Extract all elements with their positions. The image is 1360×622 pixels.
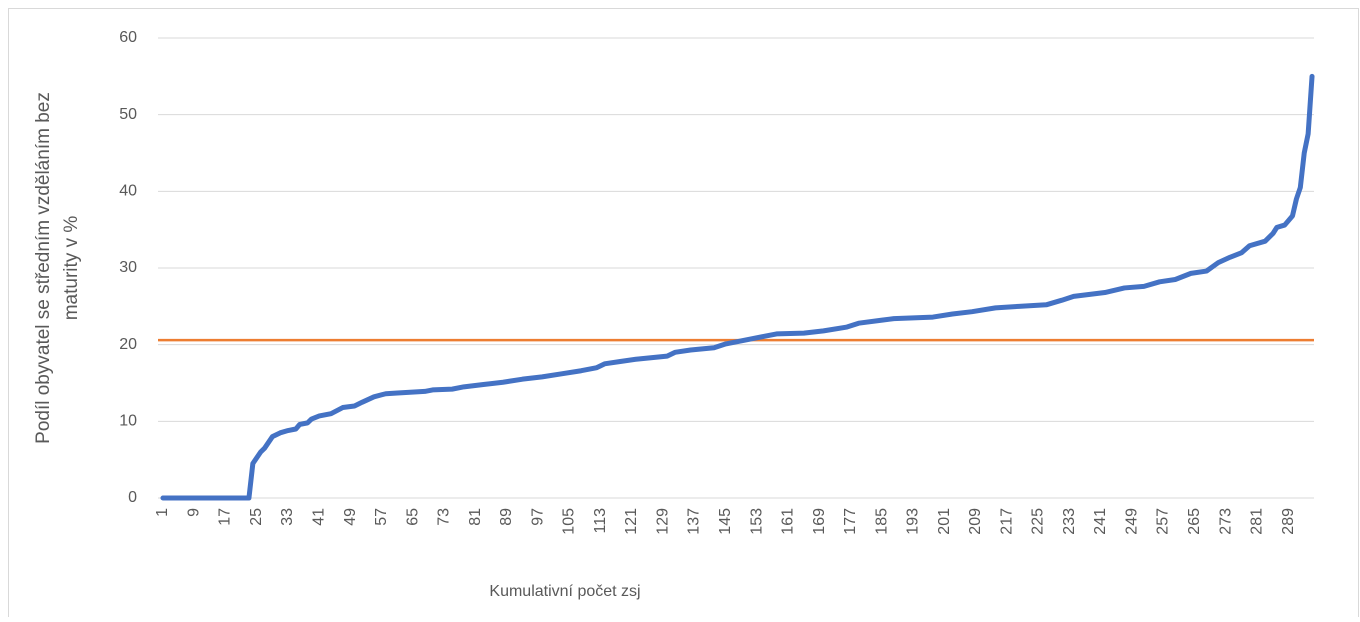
y-tick-label: 60 (119, 29, 137, 46)
x-tick-label: 49 (342, 508, 359, 526)
x-tick-label: 217 (998, 508, 1015, 535)
x-tick-label: 57 (373, 508, 390, 526)
x-tick-label: 209 (967, 508, 984, 535)
y-tick-label: 0 (128, 489, 137, 506)
x-tick-label: 97 (529, 508, 546, 526)
y-tick-label: 10 (119, 413, 137, 430)
x-tick-label: 1 (154, 508, 171, 517)
x-tick-label: 9 (185, 508, 202, 517)
x-tick-label: 281 (1249, 508, 1266, 535)
x-tick-label: 129 (654, 508, 671, 535)
x-tick-label: 249 (1123, 508, 1140, 535)
x-tick-label: 33 (279, 508, 296, 526)
x-tick-label: 265 (1186, 508, 1203, 535)
y-tick-label: 20 (119, 336, 137, 353)
x-tick-label: 193 (905, 508, 922, 535)
x-tick-label: 177 (842, 508, 859, 535)
x-tick-label: 113 (592, 508, 609, 534)
y-tick-label: 30 (119, 259, 137, 276)
x-tick-label: 241 (1092, 508, 1109, 535)
chart-border (8, 8, 1359, 622)
x-tick-label: 169 (811, 508, 828, 535)
x-tick-label: 273 (1217, 508, 1234, 535)
x-tick-label: 25 (248, 508, 265, 526)
y-tick-label: 50 (119, 106, 137, 123)
x-tick-label: 81 (467, 508, 484, 526)
x-tick-label: 121 (623, 508, 640, 535)
x-tick-label: 41 (311, 508, 328, 526)
x-tick-label: 89 (498, 508, 515, 526)
x-tick-label: 257 (1155, 508, 1172, 535)
x-tick-label: 289 (1280, 508, 1297, 535)
data-line (160, 73, 1315, 501)
y-axis-title: maturity v % (61, 216, 82, 321)
x-tick-label: 161 (780, 508, 797, 535)
x-tick-label: 65 (404, 508, 421, 526)
x-tick-label: 153 (748, 508, 765, 535)
x-tick-label: 137 (686, 508, 703, 535)
x-tick-label: 225 (1030, 508, 1047, 535)
x-tick-label: 201 (936, 508, 953, 535)
x-tick-label: 145 (717, 508, 734, 535)
x-tick-label: 233 (1061, 508, 1078, 535)
x-tick-label: 105 (561, 508, 578, 535)
x-axis-title: Kumulativní počet zsj (489, 583, 640, 600)
y-tick-label: 40 (119, 183, 137, 200)
x-tick-label: 185 (873, 508, 890, 535)
x-tick-label: 73 (436, 508, 453, 526)
x-tick-label: 17 (217, 508, 234, 526)
y-axis-title: Podíl obyvatel se středním vzděláním bez (33, 92, 54, 444)
